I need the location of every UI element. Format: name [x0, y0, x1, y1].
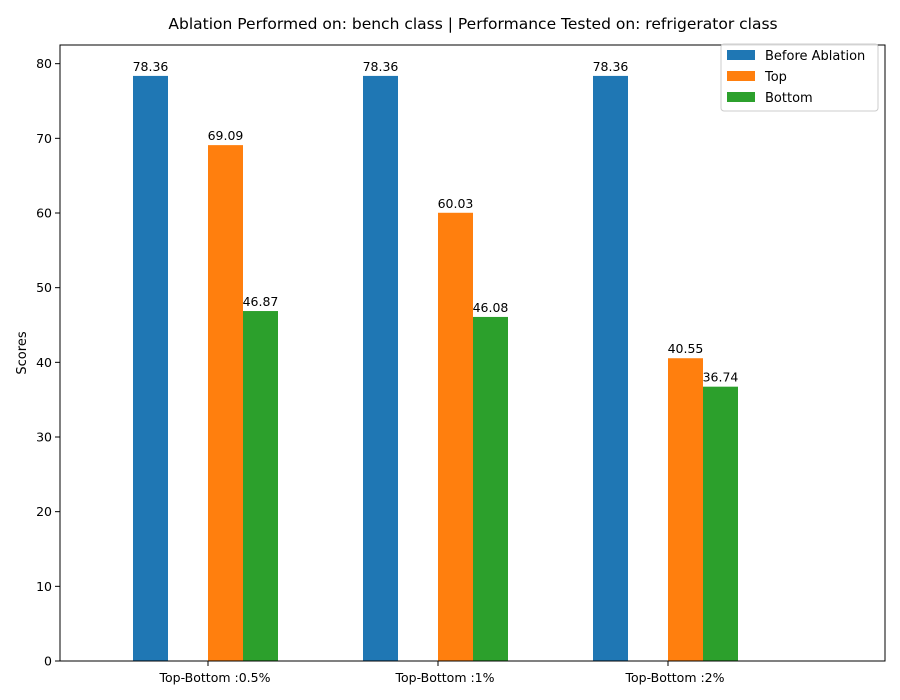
bar-top-0 [208, 145, 243, 662]
x-axis: Top-Bottom :0.5% Top-Bottom :1% Top-Bottom… [159, 661, 725, 685]
y-axis: 0 10 20 30 40 50 60 70 80 [36, 56, 60, 669]
bar-bottom-1 [473, 316, 508, 661]
bar-before-ablation-2 [593, 75, 628, 662]
y-tick-label: 10 [36, 579, 52, 594]
x-tick-label: Top-Bottom :2% [624, 670, 724, 685]
legend-swatch [727, 71, 755, 81]
data-label: 69.09 [208, 128, 244, 143]
y-tick-label: 60 [36, 206, 52, 221]
y-tick-label: 70 [36, 131, 52, 146]
data-label: 36.74 [703, 370, 739, 385]
data-label: 78.36 [593, 59, 629, 74]
legend-label: Before Ablation [765, 49, 865, 64]
legend-label: Bottom [765, 91, 813, 106]
bar-before-ablation-1 [363, 75, 398, 662]
y-tick-label: 0 [44, 654, 52, 669]
y-tick-label: 50 [36, 280, 52, 295]
data-label: 46.87 [243, 294, 279, 309]
legend: Before Ablation Top Bottom [720, 43, 879, 112]
y-tick-label: 80 [36, 56, 52, 71]
y-axis-label: Scores [15, 331, 30, 374]
legend-swatch [727, 50, 755, 60]
data-label: 78.36 [363, 59, 399, 74]
x-tick-label: Top-Bottom :1% [394, 670, 494, 685]
legend-frame [720, 43, 879, 112]
legend-label: Top [764, 70, 787, 85]
data-label: 46.08 [473, 300, 509, 315]
y-tick-label: 40 [36, 355, 52, 370]
y-tick-label: 20 [36, 504, 52, 519]
chart-title: Ablation Performed on: bench class | Per… [168, 15, 777, 33]
data-label: 60.03 [438, 196, 474, 211]
data-label: 40.55 [668, 341, 704, 356]
plot-frame [59, 44, 886, 662]
plot-area: 78.36 78.36 78.36 69.09 60.03 40.55 46.87 46.08… [133, 59, 739, 662]
bar-top-2 [668, 358, 703, 661]
bar-before-ablation-0 [133, 75, 168, 662]
legend-swatch [727, 92, 755, 102]
data-label: 78.36 [133, 59, 169, 74]
bar-bottom-2 [703, 386, 738, 661]
bar-bottom-0 [243, 311, 278, 661]
x-tick-label: Top-Bottom :0.5% [159, 670, 271, 685]
y-tick-label: 30 [36, 430, 52, 445]
bar-top-1 [438, 212, 473, 661]
